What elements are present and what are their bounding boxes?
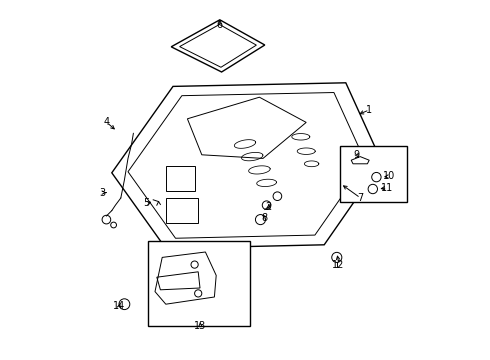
Text: 3: 3	[100, 188, 106, 198]
Text: 7: 7	[357, 193, 363, 203]
Text: 1: 1	[366, 105, 372, 115]
Text: 4: 4	[103, 117, 109, 127]
Text: 9: 9	[354, 150, 360, 160]
Text: 13: 13	[194, 321, 206, 331]
Text: 6: 6	[217, 20, 223, 30]
Text: 2: 2	[265, 202, 271, 212]
Text: 8: 8	[262, 213, 268, 223]
Bar	[148, 241, 250, 326]
Text: 10: 10	[383, 171, 395, 181]
Text: 14: 14	[113, 301, 125, 311]
Text: 12: 12	[332, 260, 345, 270]
Text: 5: 5	[143, 198, 149, 208]
Text: 11: 11	[381, 183, 393, 193]
Bar	[341, 146, 407, 202]
